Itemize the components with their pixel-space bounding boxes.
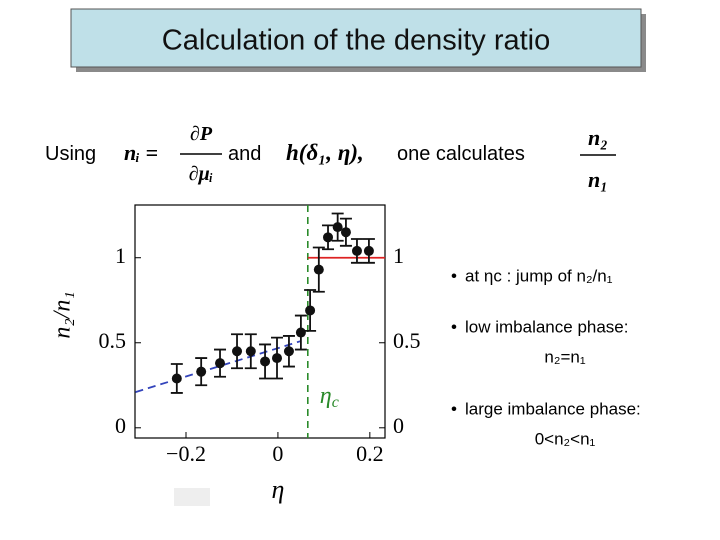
intro-text: Using xyxy=(45,143,96,165)
data-point xyxy=(260,356,271,367)
data-point xyxy=(196,366,207,377)
bullet-text: low imbalance phase: xyxy=(465,317,628,336)
y2-tick-label: 0.5 xyxy=(393,328,421,353)
y-tick-label: 0.5 xyxy=(99,328,127,353)
x-tick-label: 0 xyxy=(272,441,283,466)
bullet-text: at ηc : jump of n₂/n₁ xyxy=(465,266,613,285)
data-point xyxy=(171,373,182,384)
data-point xyxy=(313,264,324,275)
data-point xyxy=(215,358,226,369)
y2-tick-label: 1 xyxy=(393,243,404,268)
bullet-text: large imbalance phase: xyxy=(465,399,641,418)
plot-frame xyxy=(134,204,386,439)
title: Calculation of the density ratio xyxy=(162,25,551,57)
data-point xyxy=(295,327,306,338)
bullet-dot: • xyxy=(451,266,457,285)
bullet-dot: • xyxy=(451,317,457,336)
data-point xyxy=(305,305,316,316)
formula: nᵢ = xyxy=(124,140,158,165)
bullet-text: n₂=n₁ xyxy=(544,347,585,366)
data-point xyxy=(283,346,294,357)
critical-label: ηc xyxy=(320,383,339,411)
data-point xyxy=(323,232,334,243)
formula: ∂P xyxy=(190,123,213,145)
x-axis-label: η xyxy=(272,475,285,504)
x-tick-label: 0.2 xyxy=(356,441,384,466)
formula: h(δ₁, η), xyxy=(286,140,364,165)
formula: n₁ xyxy=(588,167,608,192)
y-tick-label: 0 xyxy=(115,413,126,438)
placeholder-box xyxy=(174,488,210,506)
formula: n₂ xyxy=(588,125,608,150)
data-point xyxy=(272,353,283,364)
fit-line xyxy=(135,340,302,393)
title-box xyxy=(70,8,642,68)
bullet-list: • at ηc : jump of n₂/n₁ • low imbalance pha… xyxy=(451,266,641,448)
bullet-dot: • xyxy=(451,399,457,418)
critical-sub: c xyxy=(332,394,339,411)
data-point xyxy=(332,222,343,233)
data-point xyxy=(245,346,256,357)
intro-text: one calculates xyxy=(397,143,525,165)
bullet-text: 0<n₂<n₁ xyxy=(535,429,596,448)
intro-text: and xyxy=(228,143,261,165)
critical-symbol: η xyxy=(320,383,332,409)
data-point xyxy=(340,227,351,238)
x-tick-label: −0.2 xyxy=(166,441,206,466)
y-axis-label: n₂/n₁ xyxy=(50,291,76,338)
y2-tick-label: 0 xyxy=(393,413,404,438)
data-point xyxy=(232,346,243,357)
y-tick-label: 1 xyxy=(115,243,126,268)
data-point xyxy=(351,245,362,256)
formula: ∂μᵢ xyxy=(189,163,213,185)
data-point xyxy=(363,245,374,256)
